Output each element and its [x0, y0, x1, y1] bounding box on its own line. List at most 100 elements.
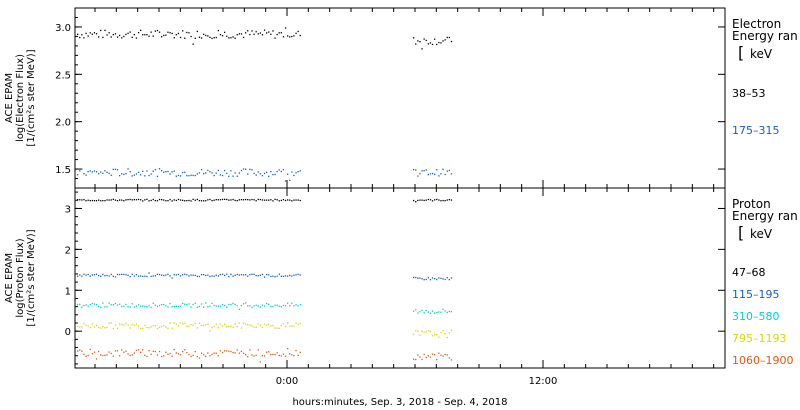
proton-data-point	[415, 309, 417, 311]
proton-data-point	[257, 305, 259, 307]
proton-data-point	[127, 324, 129, 326]
proton-data-point	[219, 305, 222, 307]
proton-data-point	[293, 325, 295, 327]
proton-data-point	[200, 303, 203, 305]
electron-data-point	[177, 32, 180, 35]
electron-data-point	[263, 29, 266, 31]
electron-data-point	[150, 31, 152, 33]
electron-data-point	[274, 173, 276, 176]
proton-data-point	[83, 199, 85, 201]
electron-data-point	[425, 169, 427, 171]
electron-data-point	[133, 174, 135, 176]
proton-data-point	[77, 275, 79, 277]
proton-data-point	[194, 322, 196, 325]
proton-data-point	[238, 322, 240, 324]
proton-data-point	[431, 277, 434, 279]
proton-data-point	[245, 198, 247, 201]
proton-data-point	[448, 199, 450, 201]
electron-data-point	[85, 174, 87, 176]
proton-data-point	[129, 306, 131, 308]
proton-data-point	[299, 199, 301, 202]
proton-data-point	[276, 352, 278, 354]
proton-data-point	[253, 305, 255, 307]
proton-data-point	[249, 349, 251, 351]
electron-data-point	[190, 174, 192, 176]
proton-data-point	[219, 323, 222, 325]
proton-data-point	[137, 304, 140, 306]
proton-data-point	[425, 278, 427, 281]
proton-data-point	[114, 276, 117, 278]
electron-data-point	[295, 32, 297, 34]
proton-ytick-label: 3	[65, 204, 71, 215]
proton-data-point	[247, 199, 249, 201]
proton-data-point	[177, 273, 180, 276]
proton-data-point	[261, 199, 264, 201]
proton-data-point	[438, 277, 440, 279]
proton-data-point	[438, 336, 440, 338]
proton-data-point	[284, 305, 287, 307]
proton-data-point	[182, 302, 184, 304]
proton-data-point	[148, 327, 150, 329]
proton-data-point	[152, 302, 154, 304]
proton-data-point	[171, 277, 173, 279]
proton-data-point	[196, 198, 198, 201]
electron-legend-item: 175–315	[732, 124, 780, 137]
proton-data-point	[116, 350, 119, 352]
electron-data-point	[266, 32, 268, 34]
proton-data-point	[127, 274, 129, 276]
proton-data-point	[171, 355, 173, 357]
proton-data-point	[190, 306, 192, 308]
proton-data-point	[142, 305, 144, 307]
proton-data-point	[173, 199, 175, 201]
proton-data-point	[224, 350, 226, 352]
proton-data-point	[278, 354, 280, 357]
electron-data-point	[413, 37, 415, 39]
proton-data-point	[184, 322, 186, 324]
electron-data-point	[198, 172, 201, 174]
proton-data-point	[81, 199, 83, 201]
electron-data-point	[152, 170, 154, 172]
proton-data-point	[242, 274, 245, 276]
electron-data-point	[150, 173, 152, 175]
proton-data-point	[297, 305, 299, 307]
electron-data-point	[192, 174, 194, 177]
proton-data-point	[427, 311, 429, 313]
proton-data-point	[167, 327, 169, 329]
proton-data-point	[423, 312, 425, 314]
proton-data-point	[106, 199, 108, 201]
proton-data-point	[81, 350, 83, 352]
proton-data-point	[247, 305, 249, 307]
proton-data-point	[194, 302, 196, 304]
proton-data-point	[196, 306, 198, 308]
proton-data-point	[114, 350, 117, 352]
electron-data-point	[161, 36, 163, 38]
proton-data-point	[226, 306, 228, 308]
electron-data-point	[184, 37, 186, 39]
electron-ytick-label: 3.0	[55, 23, 71, 34]
proton-data-point	[266, 199, 268, 201]
proton-data-point	[284, 355, 287, 357]
electron-data-point	[87, 171, 89, 173]
proton-data-point	[438, 352, 440, 354]
proton-data-point	[83, 322, 85, 325]
proton-data-point	[98, 274, 100, 277]
electron-data-point	[116, 36, 119, 38]
electron-data-point	[110, 36, 112, 38]
proton-data-point	[299, 351, 301, 353]
proton-data-point	[148, 272, 150, 274]
proton-data-point	[295, 304, 297, 306]
proton-data-point	[419, 199, 421, 201]
electron-data-point	[287, 35, 289, 37]
electron-data-point	[129, 171, 131, 173]
electron-data-point	[112, 34, 114, 36]
electron-data-point	[203, 173, 205, 175]
proton-data-point	[266, 324, 268, 326]
proton-data-point	[242, 352, 245, 354]
proton-data-point	[247, 356, 249, 358]
proton-data-point	[289, 353, 291, 355]
proton-data-point	[421, 309, 423, 311]
proton-legend-item: 47–68	[732, 266, 766, 279]
proton-data-point	[219, 350, 222, 352]
electron-ylabel-line: [1/(cm²s ster MeV)]	[26, 49, 37, 146]
proton-data-point	[240, 327, 243, 329]
